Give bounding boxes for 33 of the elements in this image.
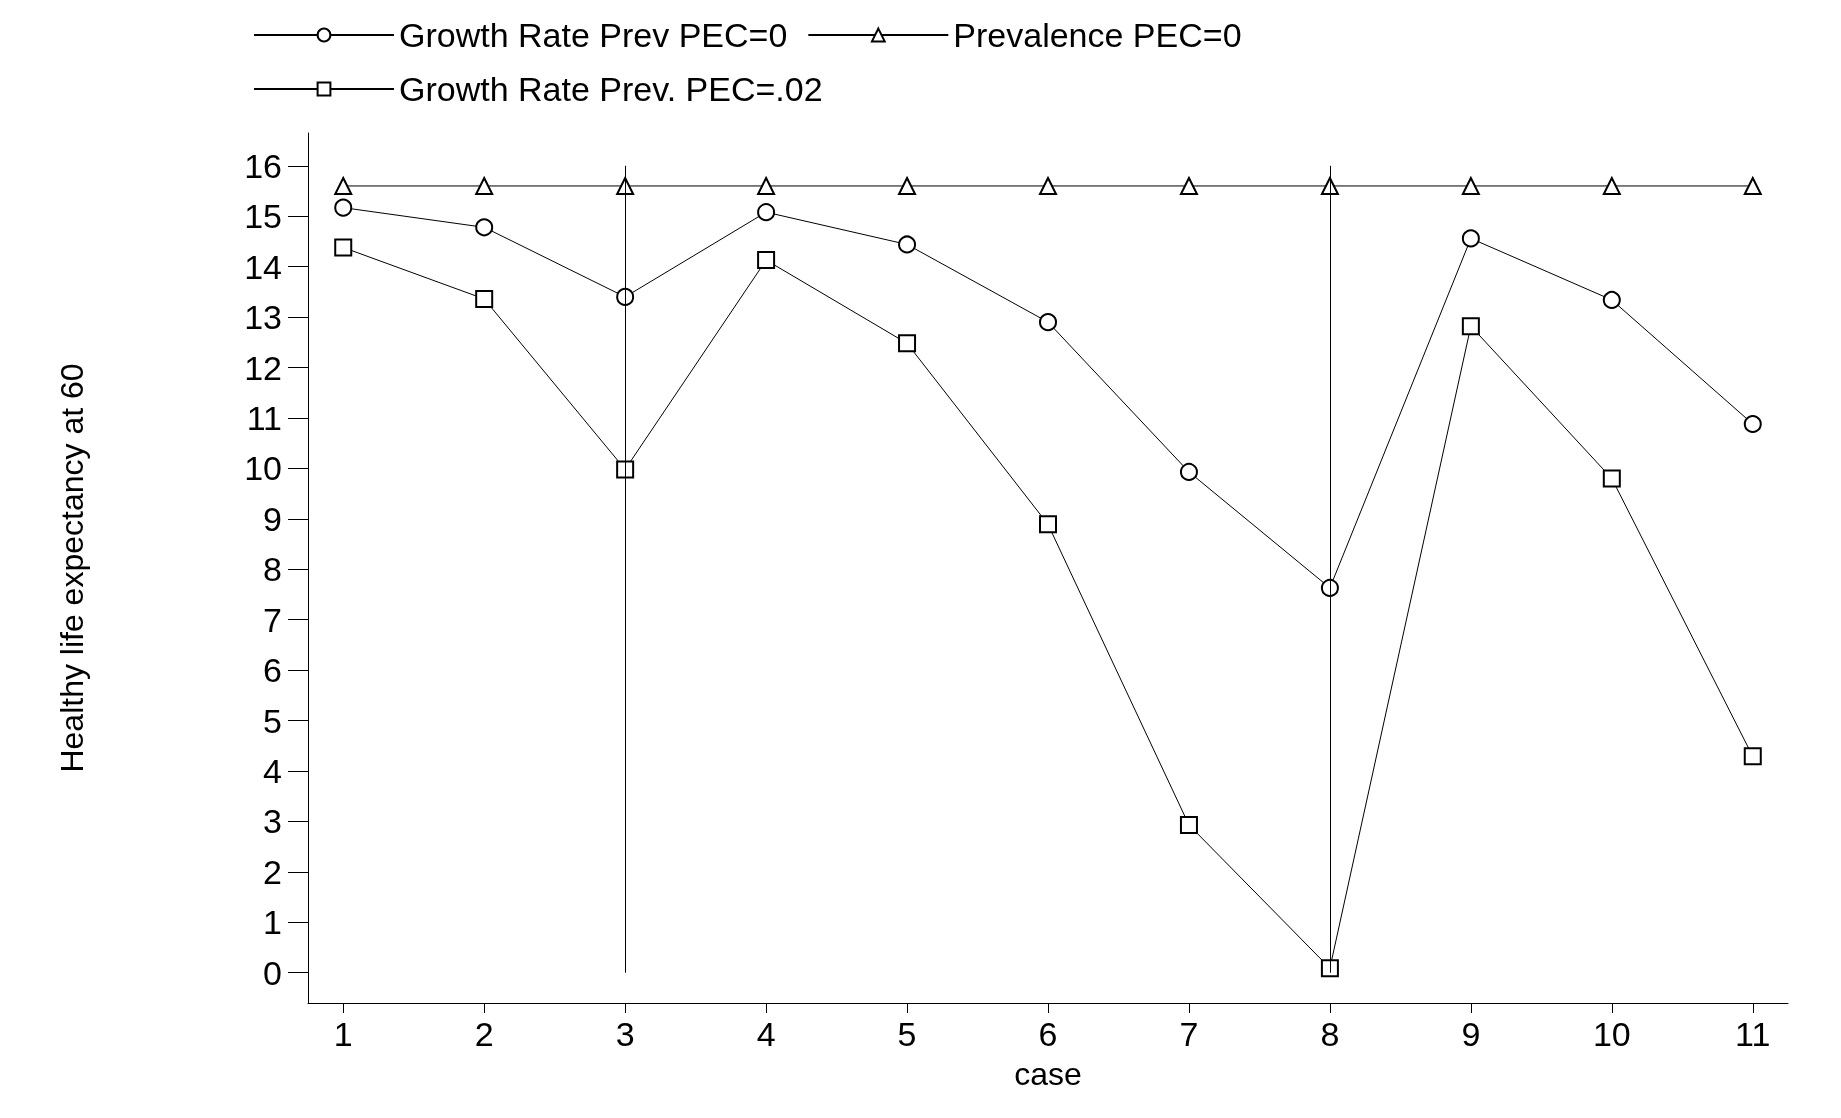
x-tick-label: 6	[1038, 1015, 1058, 1053]
y-tick-label: 6	[263, 651, 282, 690]
y-tick-label: 1	[263, 903, 282, 942]
y-tick-label: 11	[246, 398, 282, 437]
y-tick-label: 3	[263, 802, 282, 841]
x-tick-label: 2	[474, 1015, 494, 1053]
legend-label: Prevalence PEC=0	[953, 16, 1242, 54]
x-tick-label: 5	[897, 1015, 917, 1053]
x-tick-label: 4	[756, 1015, 776, 1053]
x-tick-label: 7	[1179, 1015, 1199, 1053]
x-tick-label: 9	[1461, 1015, 1481, 1053]
y-tick-label: 12	[244, 348, 282, 387]
y-tick-label: 9	[263, 499, 282, 538]
x-tick-label: 8	[1320, 1015, 1340, 1053]
y-tick-label: 15	[244, 197, 282, 236]
x-tick-label: 1	[333, 1015, 353, 1053]
x-tick-label: 3	[615, 1015, 635, 1053]
x-axis-title: case	[1014, 1056, 1082, 1092]
y-tick-label: 16	[244, 146, 282, 185]
y-tick-label: 0	[263, 953, 282, 992]
y-tick-label: 4	[263, 752, 282, 790]
y-tick-label: 7	[263, 600, 282, 639]
y-tick-label: 14	[244, 247, 282, 286]
y-tick-label: 10	[244, 449, 282, 488]
legend-label: Growth Rate Prev PEC=0	[399, 16, 788, 54]
x-tick-label: 11	[1735, 1015, 1771, 1053]
y-tick-label: 2	[263, 852, 282, 891]
y-tick-label: 5	[263, 701, 282, 740]
x-tick-label: 10	[1592, 1015, 1631, 1053]
y-axis-title: Healthy life expectancy at 60	[54, 363, 90, 773]
y-tick-label: 13	[244, 298, 282, 337]
y-tick-label: 8	[263, 550, 282, 589]
legend-label: Growth Rate Prev. PEC=.02	[399, 70, 823, 108]
